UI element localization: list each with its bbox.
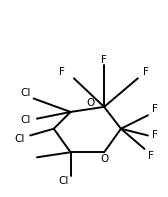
Text: F: F [152,104,157,114]
Text: O: O [100,154,108,164]
Text: Cl: Cl [21,115,31,125]
Text: F: F [148,151,154,161]
Text: F: F [143,67,149,77]
Text: Cl: Cl [21,88,31,98]
Text: Cl: Cl [59,176,69,186]
Text: Cl: Cl [14,134,25,144]
Text: O: O [87,98,95,108]
Text: F: F [152,130,157,140]
Text: F: F [59,67,65,77]
Text: F: F [101,55,107,65]
